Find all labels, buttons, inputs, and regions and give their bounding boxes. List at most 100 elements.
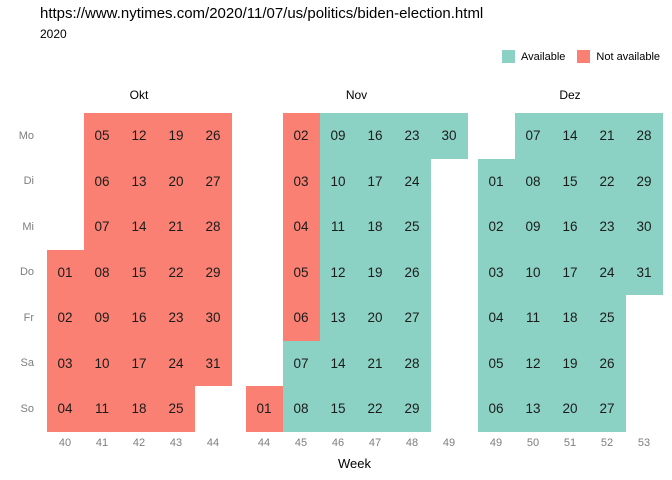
day-cell: 15 [319,386,357,432]
day-cell: 10 [514,249,552,295]
week-tick-label: 47 [368,437,382,449]
day-cell: 02 [477,204,515,250]
legend-label-not-available: Not available [596,50,660,63]
day-cell: 16 [551,204,589,250]
day-cell: 07 [83,204,121,250]
day-cell: 23 [157,295,195,341]
day-cell: 28 [194,204,232,250]
day-cell: 13 [514,386,552,432]
day-cell: 18 [356,204,394,250]
day-cell: 19 [356,249,394,295]
day-cell: 05 [83,113,121,159]
day-cell: 01 [477,158,515,204]
day-cell: 09 [319,113,357,159]
day-cell: 15 [551,158,589,204]
day-cell: 06 [282,295,320,341]
day-cell: 11 [319,204,357,250]
day-cell: 21 [356,340,394,386]
day-cell: 25 [588,295,626,341]
day-cell: 12 [120,113,158,159]
week-tick-label: 42 [132,437,146,449]
day-cell: 09 [514,204,552,250]
day-cell: 21 [588,113,626,159]
day-cell: 31 [625,249,663,295]
week-tick-label: 52 [600,437,614,449]
day-cell: 25 [393,204,431,250]
day-cell: 14 [319,340,357,386]
day-cell: 27 [393,295,431,341]
day-cell: 02 [46,295,84,341]
day-cell: 08 [282,386,320,432]
day-cell: 31 [194,340,232,386]
day-cell: 23 [393,113,431,159]
available-swatch-icon [501,50,515,63]
day-row-label: Di [23,175,34,188]
day-cell: 12 [514,340,552,386]
day-cell: 29 [393,386,431,432]
day-cell: 20 [356,295,394,341]
day-cell: 18 [120,386,158,432]
day-cell: 11 [83,386,121,432]
day-cell: 06 [83,158,121,204]
day-cell: 25 [157,386,195,432]
day-cell: 14 [120,204,158,250]
day-cell: 06 [477,386,515,432]
day-cell: 07 [514,113,552,159]
day-cell: 04 [477,295,515,341]
day-cell: 24 [393,158,431,204]
page-subtitle: 2020 [40,27,67,41]
day-cell: 20 [157,158,195,204]
week-tick-label: 49 [489,437,503,449]
not-available-swatch-icon [577,50,591,63]
day-cell: 13 [319,295,357,341]
week-tick-label: 49 [442,437,456,449]
legend: Available Not available [501,50,660,63]
day-cell: 20 [551,386,589,432]
month-header-nov: Nov [345,88,368,102]
day-cell: 13 [120,158,158,204]
day-cell: 30 [430,113,468,159]
day-cell: 22 [356,386,394,432]
day-cell: 26 [588,340,626,386]
day-cell: 24 [588,249,626,295]
legend-label-available: Available [520,50,566,63]
week-tick-label: 44 [257,437,271,449]
week-tick-label: 51 [563,437,577,449]
day-cell: 27 [588,386,626,432]
day-cell: 02 [282,113,320,159]
day-cell: 09 [83,295,121,341]
day-cell: 17 [551,249,589,295]
day-cell: 26 [194,113,232,159]
day-cell: 03 [477,249,515,295]
week-axis-label: Week [338,456,371,471]
week-tick-label: 53 [637,437,651,449]
day-cell: 05 [477,340,515,386]
day-cell: 23 [588,204,626,250]
day-cell: 03 [46,340,84,386]
day-cell: 16 [356,113,394,159]
week-tick-label: 48 [405,437,419,449]
month-header-dez: Dez [559,88,581,102]
day-cell: 27 [194,158,232,204]
week-tick-label: 45 [294,437,308,449]
day-cell: 11 [514,295,552,341]
week-tick-label: 44 [206,437,220,449]
month-header-okt: Okt [129,88,149,102]
day-cell: 10 [83,340,121,386]
day-cell: 14 [551,113,589,159]
day-row-label: Sa [20,357,34,370]
week-tick-label: 40 [58,437,72,449]
day-cell: 16 [120,295,158,341]
day-cell: 29 [625,158,663,204]
day-row-label: Mo [18,129,34,142]
day-cell: 08 [83,249,121,295]
page-title: https://www.nytimes.com/2020/11/07/us/po… [40,5,484,22]
day-cell: 04 [282,204,320,250]
day-cell: 29 [194,249,232,295]
day-cell: 24 [157,340,195,386]
day-cell: 01 [245,386,283,432]
day-cell: 26 [393,249,431,295]
day-row-label: So [20,402,34,415]
day-row-label: Do [19,266,34,279]
day-cell: 03 [282,158,320,204]
